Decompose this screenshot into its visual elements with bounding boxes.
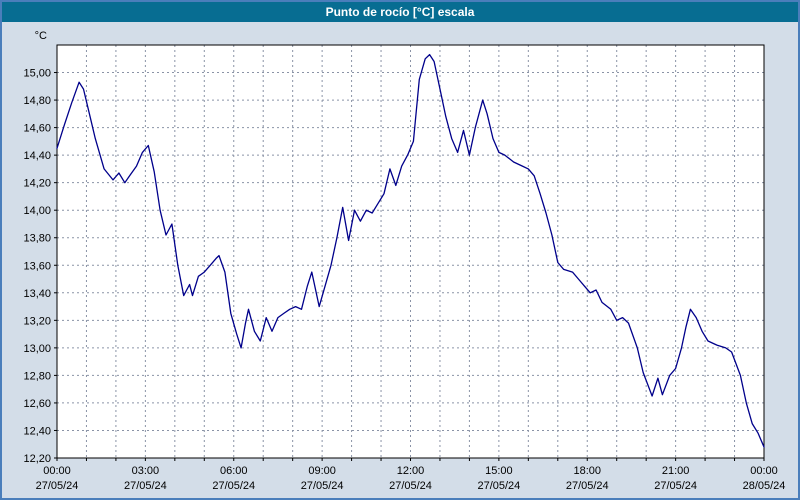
x-tick-time-label: 03:00 — [132, 465, 160, 477]
y-tick-label: 13,00 — [23, 343, 51, 355]
y-tick-label: 14,80 — [23, 95, 51, 107]
y-tick-label: 12,80 — [23, 370, 51, 382]
x-tick-time-label: 12:00 — [397, 465, 425, 477]
y-tick-label: 13,60 — [23, 260, 51, 272]
x-tick-date-label: 28/05/24 — [743, 480, 786, 492]
x-tick-time-label: 00:00 — [43, 465, 71, 477]
y-tick-label: 12,60 — [23, 398, 51, 410]
y-axis-unit-label: °C — [35, 30, 47, 42]
dewpoint-series-line — [56, 53, 765, 448]
x-tick-date-label: 27/05/24 — [654, 480, 697, 492]
y-tick-label: 14,40 — [23, 150, 51, 162]
x-tick-time-label: 15:00 — [485, 465, 513, 477]
x-tick-date-label: 27/05/24 — [124, 480, 167, 492]
x-tick-date-label: 27/05/24 — [477, 480, 520, 492]
plot-border — [56, 44, 765, 459]
chart-area: 15,00 14,80 14,60 14,40 14,20 14,00 13,80 13,60… — [2, 22, 798, 498]
y-tick-label: 12,40 — [23, 425, 51, 437]
y-tick-label: 14,00 — [23, 205, 51, 217]
y-tick-label: 13,40 — [23, 288, 51, 300]
y-tick-label: 14,60 — [23, 123, 51, 135]
x-tick-time-label: 06:00 — [220, 465, 248, 477]
x-tick-date-label: 27/05/24 — [212, 480, 255, 492]
y-tick-label: 15,00 — [23, 68, 51, 80]
x-tick-date-label: 27/05/24 — [389, 480, 432, 492]
x-tick-time-label: 00:00 — [750, 465, 778, 477]
x-tick-date-label: 27/05/24 — [566, 480, 609, 492]
y-tick-label: 14,20 — [23, 178, 51, 190]
dewpoint-line-chart: 15,00 14,80 14,60 14,40 14,20 14,00 13,80 13,60… — [23, 30, 786, 492]
x-tick-time-label: 21:00 — [662, 465, 690, 477]
x-tick-time-label: 09:00 — [308, 465, 336, 477]
chart-title: Punto de rocío [°C] escala — [2, 2, 798, 22]
x-tick-time-label: 18:00 — [573, 465, 601, 477]
x-tick-date-label: 27/05/24 — [301, 480, 344, 492]
y-tick-label: 13,80 — [23, 233, 51, 245]
y-tick-label: 13,20 — [23, 315, 51, 327]
x-tick-date-label: 27/05/24 — [36, 480, 79, 492]
y-tick-label: 12,20 — [23, 453, 51, 465]
